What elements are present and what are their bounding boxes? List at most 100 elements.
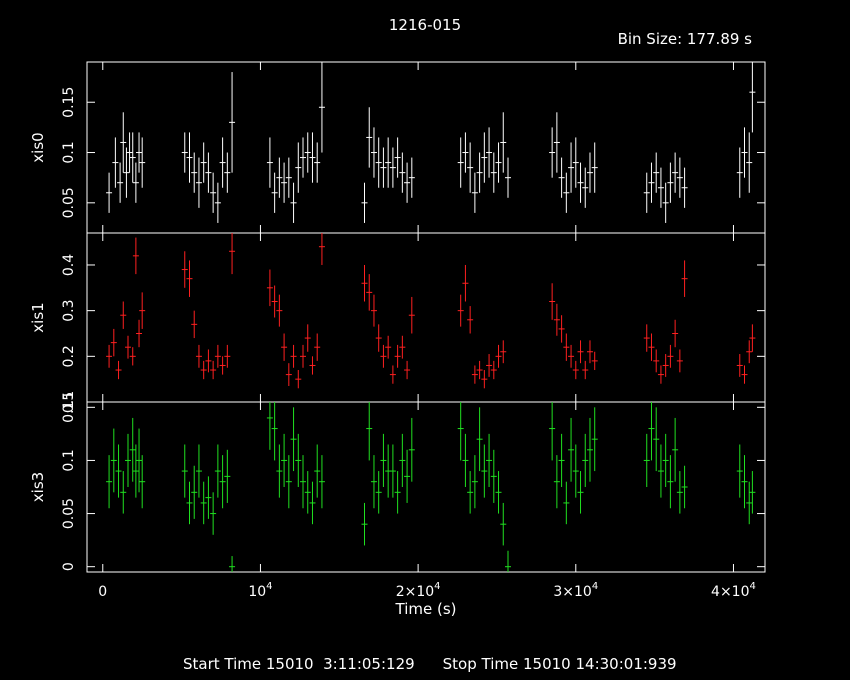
y-tick-label: 0.05 xyxy=(61,498,77,529)
data-point xyxy=(266,402,273,450)
data-point xyxy=(224,449,231,503)
data-point xyxy=(582,360,589,380)
data-point xyxy=(136,319,143,348)
data-point xyxy=(568,142,575,193)
data-point xyxy=(667,344,674,368)
data-point xyxy=(476,407,483,472)
data-point xyxy=(136,428,143,493)
data-point xyxy=(139,137,146,188)
y-tick-label: 0.3 xyxy=(61,300,77,322)
time-range-footer: Start Time 15010 3:11:05:129 Stop Time 15… xyxy=(0,637,850,673)
data-point xyxy=(115,360,122,380)
data-point xyxy=(586,152,593,193)
data-point xyxy=(375,324,382,352)
data-point xyxy=(572,360,579,380)
data-point xyxy=(290,407,297,472)
data-point xyxy=(736,147,743,198)
data-point xyxy=(110,328,117,357)
data-point xyxy=(746,340,753,364)
data-point xyxy=(375,471,382,514)
data-point xyxy=(657,167,664,208)
data-point xyxy=(749,471,756,514)
data-point xyxy=(676,349,683,373)
data-point xyxy=(746,132,753,193)
data-point xyxy=(676,471,683,514)
data-point xyxy=(191,465,198,519)
data-point xyxy=(394,137,401,178)
data-point xyxy=(285,455,292,509)
data-point xyxy=(586,417,593,482)
panel-frame xyxy=(86,232,766,403)
data-point xyxy=(181,251,188,288)
data-point xyxy=(741,455,748,509)
data-point xyxy=(370,127,377,178)
data-point xyxy=(200,481,207,525)
data-point xyxy=(366,402,373,461)
y-axis-label: xis1 xyxy=(29,302,47,332)
data-point xyxy=(314,333,321,361)
data-point xyxy=(117,162,124,203)
data-point xyxy=(266,137,273,188)
data-point xyxy=(741,365,748,384)
data-point xyxy=(653,349,660,373)
y-tick-label: 0.1 xyxy=(61,391,77,413)
data-point xyxy=(481,132,488,183)
data-point xyxy=(558,433,565,487)
y-tick-label: 0.15 xyxy=(61,87,77,118)
data-point xyxy=(129,347,136,366)
data-point xyxy=(572,137,579,188)
data-point xyxy=(205,349,212,373)
data-point xyxy=(662,354,669,377)
data-point xyxy=(309,356,316,375)
data-point xyxy=(394,344,401,368)
data-point xyxy=(500,340,507,364)
data-point xyxy=(490,152,497,193)
data-point xyxy=(462,264,469,302)
data-point xyxy=(457,137,464,188)
data-point xyxy=(219,455,226,509)
data-point xyxy=(389,444,396,498)
data-point xyxy=(361,264,368,302)
data-point xyxy=(214,344,221,368)
data-point xyxy=(191,310,198,339)
data-point xyxy=(577,471,584,514)
y-tick-label: 0 xyxy=(61,562,77,571)
data-point xyxy=(389,365,396,384)
data-point xyxy=(129,132,136,183)
data-point xyxy=(200,142,207,183)
data-point xyxy=(467,142,474,193)
data-point xyxy=(271,285,278,318)
data-point xyxy=(563,172,570,213)
data-point xyxy=(500,112,507,173)
panel-frame xyxy=(86,401,766,573)
data-point xyxy=(591,351,598,371)
data-point xyxy=(205,152,212,193)
data-point xyxy=(648,162,655,203)
x-tick-label: 0 xyxy=(98,584,107,600)
data-point xyxy=(124,433,131,487)
data-point xyxy=(662,433,669,487)
data-point xyxy=(229,233,236,275)
data-point xyxy=(408,296,415,334)
data-point xyxy=(553,112,560,173)
y-axis-label: xis3 xyxy=(29,472,47,502)
data-point xyxy=(110,428,117,493)
data-point xyxy=(476,152,483,193)
data-point xyxy=(314,444,321,498)
y-tick-label: 0.05 xyxy=(61,187,77,218)
data-point xyxy=(504,157,511,198)
data-point xyxy=(662,182,669,223)
data-point xyxy=(657,365,664,384)
data-point xyxy=(657,444,664,498)
data-point xyxy=(126,132,133,173)
data-point xyxy=(276,157,283,198)
data-point xyxy=(486,354,493,377)
data-point xyxy=(181,444,188,498)
data-point xyxy=(361,182,368,223)
data-point xyxy=(219,356,226,375)
data-point xyxy=(191,152,198,193)
data-point xyxy=(591,407,598,472)
data-point xyxy=(309,481,316,525)
data-point xyxy=(582,433,589,487)
